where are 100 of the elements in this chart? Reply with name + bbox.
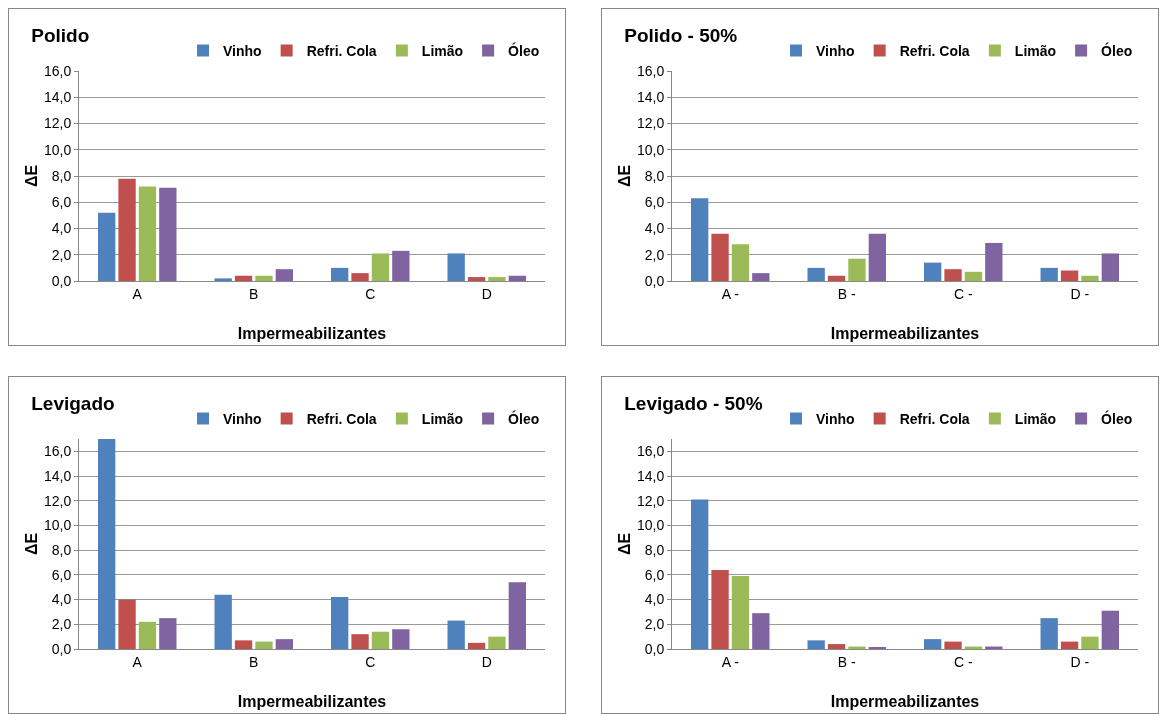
bar <box>371 631 390 649</box>
legend-label: Vinho <box>816 42 855 59</box>
bar <box>848 258 866 281</box>
y-axis-title: ΔE <box>23 164 40 188</box>
x-axis-title: Impermeabilizantes <box>237 693 387 710</box>
bar <box>488 636 506 649</box>
bar <box>447 253 465 281</box>
y-tick-label: 4,0 <box>644 220 665 237</box>
bar <box>255 275 273 281</box>
chart-title: Polido - 50% <box>624 25 738 47</box>
legend-label: Refri. Cola <box>899 42 970 59</box>
y-tick-label: 12,0 <box>636 492 665 509</box>
x-tick-label: D <box>481 285 492 302</box>
bar <box>214 278 232 281</box>
x-tick-label: B <box>249 285 259 302</box>
bar <box>752 613 770 649</box>
y-tick-label: 10,0 <box>636 141 665 158</box>
x-tick-label: C <box>365 653 376 670</box>
chart-title: Levigado - 50% <box>624 393 763 415</box>
y-tick-label: 6,0 <box>644 566 665 583</box>
bar <box>752 273 770 281</box>
legend-label: Refri. Cola <box>306 410 377 427</box>
y-tick-label: 6,0 <box>644 194 665 211</box>
y-tick-label: 12,0 <box>636 115 665 132</box>
y-tick-label: 16,0 <box>636 62 665 79</box>
bar <box>392 250 410 281</box>
bar <box>731 244 750 281</box>
bar <box>1081 636 1099 649</box>
y-tick-label: 16,0 <box>43 62 72 79</box>
x-tick-label: A - <box>721 653 740 670</box>
y-tick-label: 6,0 <box>51 194 72 211</box>
y-tick-label: 16,0 <box>43 443 72 460</box>
bar <box>508 582 526 649</box>
bar <box>275 639 293 649</box>
bar <box>118 599 136 649</box>
bar <box>159 187 177 281</box>
bar <box>985 242 1003 281</box>
bar <box>964 271 983 281</box>
bar <box>711 233 729 281</box>
y-tick-label: 14,0 <box>43 467 72 484</box>
y-tick-label: 14,0 <box>636 89 665 106</box>
bar <box>331 267 349 281</box>
bar <box>924 639 942 649</box>
bar <box>118 178 136 281</box>
y-axis-title: ΔE <box>616 164 633 188</box>
bar <box>351 634 369 649</box>
y-tick-label: 0,0 <box>51 640 72 657</box>
legend-label: Limão <box>421 410 464 427</box>
bar <box>447 620 465 649</box>
x-tick-label: B <box>249 653 259 670</box>
bar <box>711 569 729 649</box>
y-axis-title: ΔE <box>23 532 40 556</box>
bar <box>255 641 273 649</box>
bar <box>944 641 962 649</box>
bar <box>98 439 116 649</box>
legend-label: Vinho <box>223 42 262 59</box>
x-axis-title: Impermeabilizantes <box>237 325 387 342</box>
legend-label: Óleo <box>508 41 540 59</box>
y-tick-label: 2,0 <box>51 246 72 263</box>
y-tick-label: 8,0 <box>644 167 665 184</box>
y-tick-label: 6,0 <box>51 566 72 583</box>
x-tick-label: A <box>132 653 143 670</box>
y-tick-label: 16,0 <box>636 443 665 460</box>
y-tick-label: 0,0 <box>51 272 72 289</box>
bar <box>924 262 942 281</box>
bar <box>467 642 486 649</box>
bar <box>691 198 709 281</box>
y-tick-label: 8,0 <box>644 542 665 559</box>
legend-label: Vinho <box>816 410 855 427</box>
bar <box>159 618 177 649</box>
bar <box>1101 253 1119 281</box>
bar <box>275 269 293 281</box>
bar <box>1060 270 1079 281</box>
y-tick-label: 2,0 <box>51 616 72 633</box>
x-tick-label: B - <box>837 285 857 302</box>
legend-label: Vinho <box>223 410 262 427</box>
x-axis-title: Impermeabilizantes <box>830 693 980 710</box>
bar <box>331 597 349 649</box>
bar <box>392 629 410 649</box>
bar <box>827 275 846 281</box>
x-tick-label: C - <box>953 285 973 302</box>
legend-label: Limão <box>1014 410 1057 427</box>
x-tick-label: C <box>365 285 376 302</box>
bar <box>98 212 116 281</box>
legend-label: Óleo <box>508 409 540 427</box>
y-tick-label: 10,0 <box>43 517 72 534</box>
y-tick-label: 0,0 <box>644 272 665 289</box>
bar <box>807 640 825 649</box>
bar <box>868 233 886 281</box>
bar <box>1101 610 1119 649</box>
chart-title: Polido <box>31 25 90 47</box>
x-tick-label: A - <box>721 285 740 302</box>
bar <box>508 275 526 281</box>
y-axis-title: ΔE <box>616 532 633 556</box>
bar <box>1040 618 1058 649</box>
y-tick-label: 12,0 <box>43 115 72 132</box>
bar <box>351 273 369 281</box>
y-tick-label: 0,0 <box>644 640 665 657</box>
legend-label: Refri. Cola <box>306 42 377 59</box>
x-tick-label: A <box>132 285 143 302</box>
